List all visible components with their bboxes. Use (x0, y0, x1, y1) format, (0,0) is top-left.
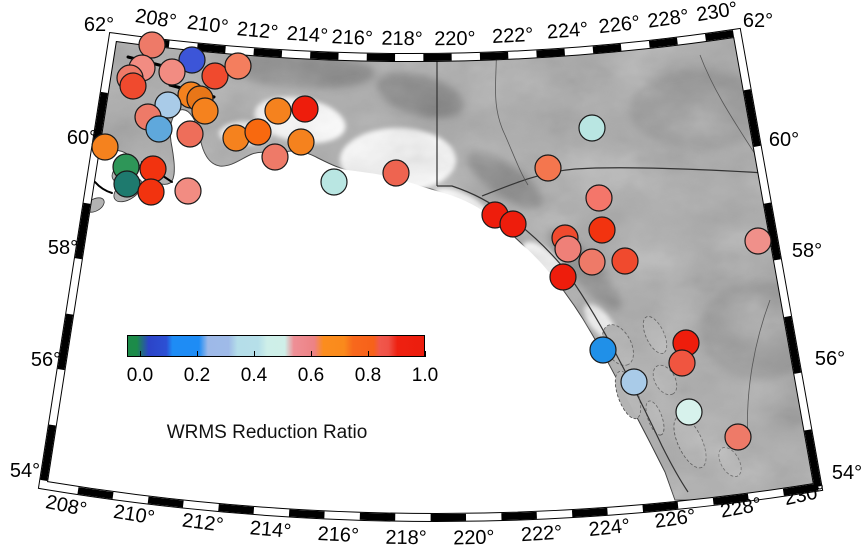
station-marker (191, 97, 219, 125)
colorbar-tick (197, 351, 198, 357)
station-marker (578, 114, 606, 142)
station-marker (320, 168, 348, 196)
lat-left-label: 62° (84, 14, 114, 36)
station-marker (578, 248, 606, 276)
station-marker (137, 178, 165, 206)
lon-bottom-label: 226° (653, 505, 697, 532)
lon-top-label: 212° (236, 18, 279, 44)
station-marker (549, 263, 577, 291)
station-marker (264, 97, 292, 125)
lon-top-label: 222° (492, 24, 534, 48)
station-marker (244, 118, 272, 146)
lat-left-label: 60° (67, 127, 97, 149)
colorbar-tick-label: 0.6 (297, 365, 325, 386)
lat-right-label: 60° (769, 129, 799, 151)
colorbar-tick-label: 0.2 (183, 365, 211, 386)
lat-right-label: 56° (815, 348, 845, 370)
colorbar-caption: WRMS Reduction Ratio (166, 422, 368, 443)
station-marker (744, 227, 772, 255)
lon-bottom-label: 220° (453, 526, 495, 549)
lon-top-label: 216° (331, 26, 373, 50)
station-marker (287, 128, 315, 156)
station-marker (174, 177, 202, 205)
station-marker (589, 336, 617, 364)
station-marker (668, 349, 696, 377)
station-marker (145, 115, 173, 143)
colorbar-tick-label: 0.8 (354, 365, 382, 386)
station-marker (113, 170, 141, 198)
station-marker (261, 143, 289, 171)
lat-left-label: 58° (48, 237, 78, 259)
colorbar-tick (254, 351, 255, 357)
colorbar (127, 335, 425, 357)
station-marker (620, 368, 648, 396)
station-marker (91, 133, 119, 161)
lon-top-label: 224° (546, 18, 589, 43)
lon-bottom-label: 224° (588, 515, 631, 541)
station-markers-layer (91, 31, 772, 451)
station-marker (224, 52, 252, 80)
station-marker (139, 155, 167, 183)
station-marker (724, 423, 752, 451)
station-marker (611, 247, 639, 275)
lon-bottom-label: 218° (385, 527, 427, 550)
colorbar-tick-label: 0.4 (240, 365, 268, 386)
station-marker (499, 210, 527, 238)
lon-top-label: 208° (134, 5, 178, 33)
station-marker (178, 46, 206, 74)
lon-bottom-label: 212° (181, 510, 225, 537)
station-marker (675, 398, 703, 426)
lon-bottom-label: 214° (249, 517, 292, 543)
station-marker (291, 95, 319, 123)
map-frame (37, 27, 824, 522)
lon-bottom-label: 222° (520, 522, 563, 547)
lat-right-label: 58° (792, 240, 822, 262)
lon-top-label: 220° (434, 28, 476, 51)
lat-left-label: 54° (10, 460, 40, 482)
lon-top-label: 226° (598, 12, 641, 38)
lon-bottom-label: 210° (112, 501, 156, 530)
colorbar-tick-label: 1.0 (411, 365, 439, 386)
station-marker (201, 62, 229, 90)
station-marker (176, 120, 204, 148)
axis-labels-layer: 208° 210° 212° 214° 216° 218° 220° 222° 224° 226°… (10, 0, 862, 550)
station-marker (554, 235, 582, 263)
lat-right-label: 62° (743, 10, 773, 32)
lat-right-label: 54° (832, 462, 862, 484)
lon-top-label: 218° (381, 28, 423, 51)
station-marker (534, 154, 562, 182)
station-marker (119, 72, 147, 100)
station-marker (158, 58, 186, 86)
colorbar-tick (425, 351, 426, 357)
lon-top-label: 214° (286, 23, 329, 48)
station-marker (154, 91, 182, 119)
lon-top-label: 210° (186, 12, 230, 39)
station-marker (138, 31, 166, 59)
colorbar-tick (311, 351, 312, 357)
lon-top-label: 228° (646, 5, 690, 32)
terrain-texture (90, 33, 818, 500)
colorbar-tick (368, 351, 369, 357)
lon-top-label: 230° (695, 0, 739, 26)
station-marker (585, 184, 613, 212)
station-marker (588, 216, 616, 244)
lat-left-label: 56° (31, 349, 61, 371)
colorbar-tick-label: 0.0 (126, 365, 154, 386)
colorbar-tick (140, 351, 141, 357)
lon-bottom-label: 216° (317, 523, 359, 547)
station-marker (382, 159, 410, 187)
